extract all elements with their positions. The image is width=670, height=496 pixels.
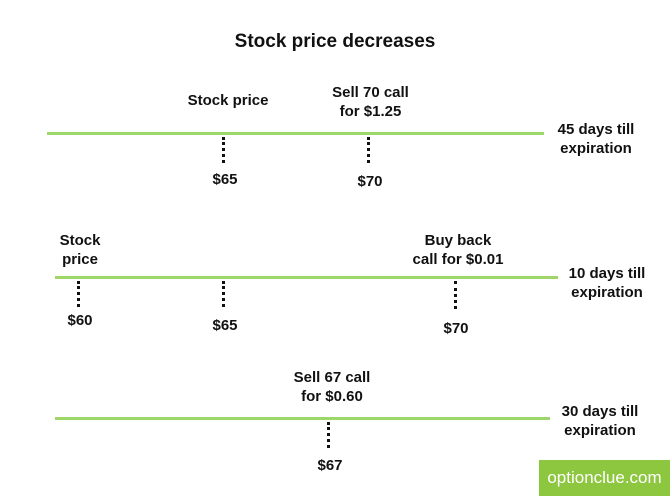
brand-watermark: optionclue.com (539, 460, 670, 496)
expiration-label: 30 days till expiration (561, 403, 639, 439)
price-tick (327, 422, 330, 448)
expiration-label: 10 days till expiration (568, 265, 646, 301)
price-tick (222, 281, 225, 307)
price-tick (454, 281, 457, 309)
action-label: Sell 67 call for $0.60 (293, 369, 371, 405)
stock-price-label: Stock price (59, 232, 101, 268)
expiration-label: 45 days till expiration (557, 121, 635, 157)
price-tick (77, 281, 80, 307)
timeline-line (55, 276, 558, 279)
timeline-line (55, 417, 550, 420)
diagram-title: Stock price decreases (234, 31, 436, 52)
price-label: $70 (443, 320, 469, 337)
price-label: $65 (212, 317, 238, 334)
action-label: Buy back call for $0.01 (412, 232, 504, 268)
action-label: Sell 70 call for $1.25 (332, 84, 409, 120)
price-tick (222, 137, 225, 163)
timeline-line (47, 132, 544, 135)
price-label: $67 (317, 457, 343, 474)
price-tick (367, 137, 370, 163)
price-label: $65 (212, 171, 238, 188)
stock-price-label: Stock price (187, 92, 269, 109)
price-label: $60 (67, 312, 93, 329)
price-label: $70 (357, 173, 383, 190)
